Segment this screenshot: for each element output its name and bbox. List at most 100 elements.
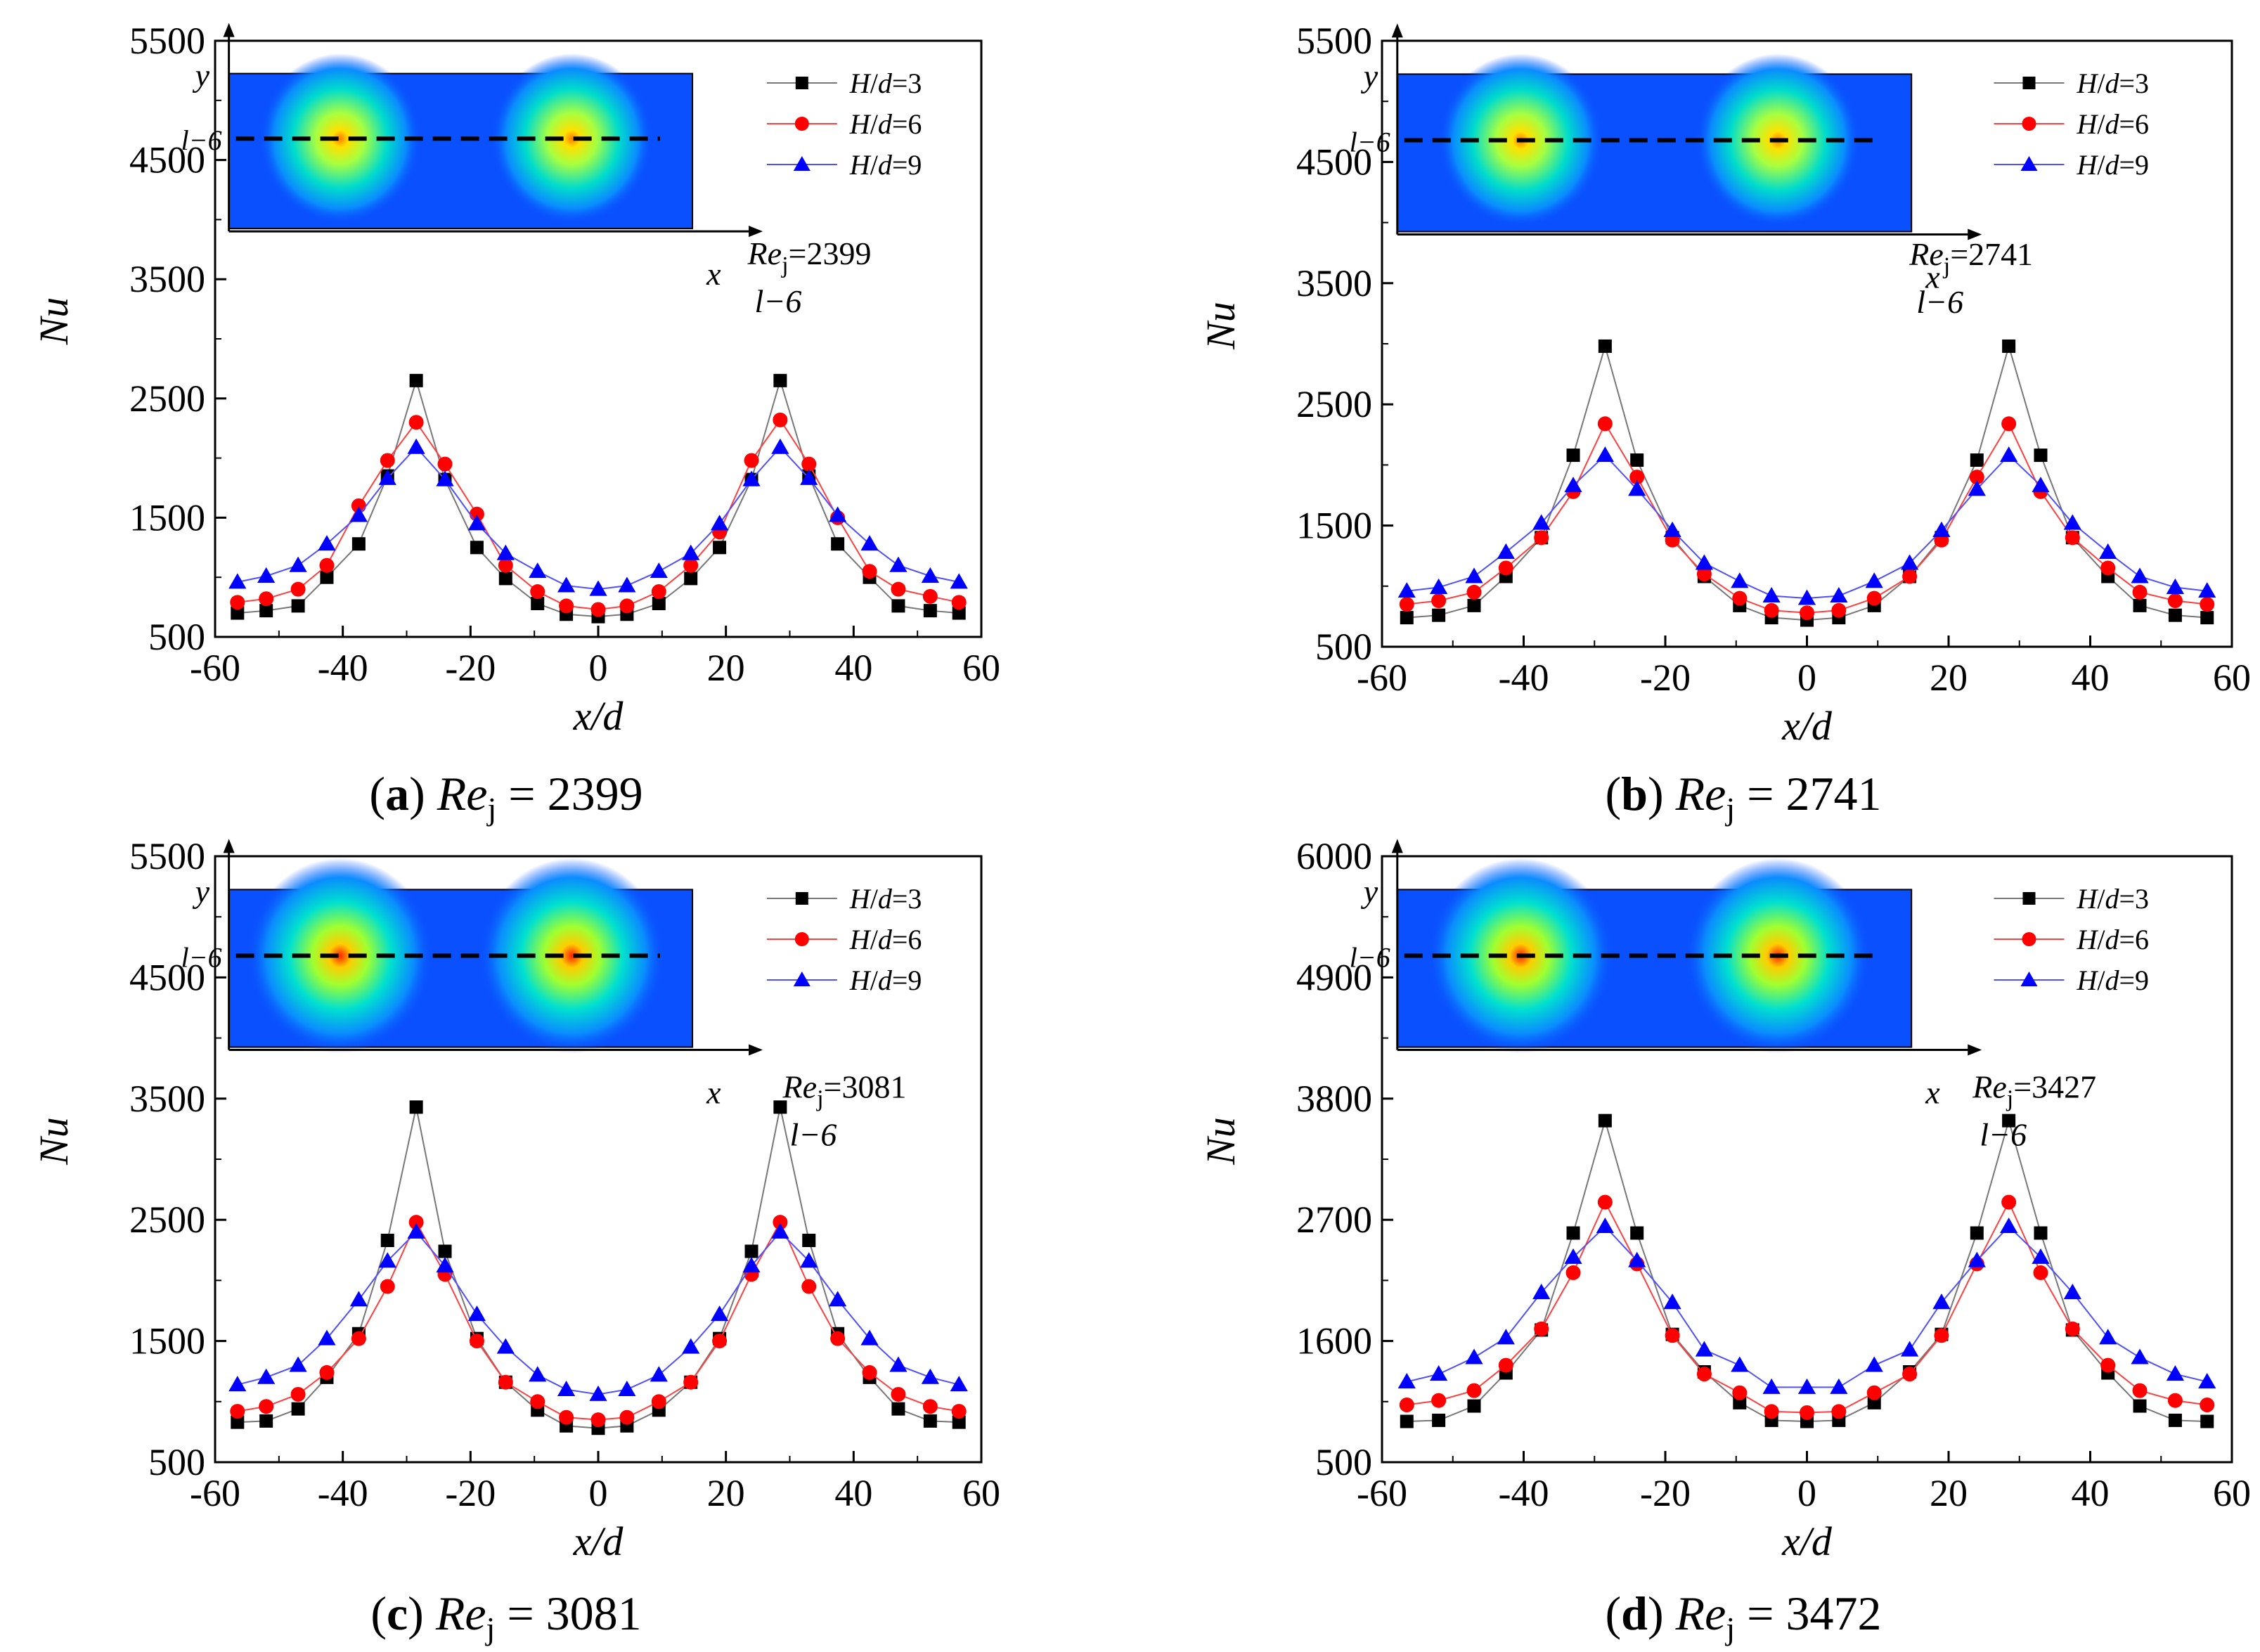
data-point-triangle [2032, 477, 2050, 493]
re-symbol: Re [1909, 236, 1944, 272]
x-tick-label: 60 [962, 1472, 1000, 1514]
inset-y-arrow [223, 22, 235, 37]
data-point-triangle [1663, 521, 1681, 537]
y-tick-label: 3800 [1296, 1078, 1372, 1120]
series-line [1407, 1118, 2207, 1423]
legend-square-marker [2022, 892, 2036, 905]
data-point-square [1598, 1114, 1612, 1128]
legend-value: =3 [2119, 883, 2149, 915]
data-point-triangle [829, 1291, 847, 1307]
data-point-triangle [1532, 514, 1551, 530]
legend-slash: / [870, 67, 879, 99]
caption-paren: ( [369, 767, 385, 820]
data-point-triangle [529, 1366, 547, 1382]
data-point-circle [712, 1334, 728, 1349]
x-tick-label: -60 [1357, 1472, 1407, 1514]
re-annotation: Rej=2399 [747, 235, 872, 278]
inset-x-arrow [1968, 1044, 1982, 1056]
data-point-triangle [1695, 1341, 1714, 1357]
data-point-triangle [1932, 1293, 1951, 1310]
legend-h: H [2076, 883, 2098, 915]
data-point-circle [951, 595, 967, 610]
data-point-square [231, 606, 245, 620]
data-point-triangle [1932, 521, 1951, 537]
y-tick-label: 2500 [129, 1199, 205, 1241]
data-point-circle [408, 415, 424, 430]
data-point-square [2168, 608, 2182, 622]
y-tick-label: 500 [1315, 1441, 1372, 1483]
data-point-circle [773, 1215, 788, 1230]
data-point-square [923, 1414, 937, 1428]
data-point-circle [498, 557, 513, 573]
data-point-square [1970, 453, 1984, 467]
data-point-triangle [2032, 1248, 2050, 1264]
re-annotation: Rej=2741 [1909, 236, 2033, 279]
legend-circle-marker [2022, 117, 2036, 131]
legend-d: d [878, 883, 893, 915]
caption-value: = 2399 [496, 767, 643, 820]
data-point-circle [230, 1404, 245, 1419]
data-point-triangle [829, 506, 847, 522]
data-point-square [1566, 1226, 1580, 1240]
x-tick-label: -20 [1640, 1472, 1691, 1514]
x-tick-label: -40 [318, 1472, 368, 1514]
legend-label: H/d=3 [849, 67, 922, 99]
data-point-circle [1696, 567, 1712, 582]
panel-caption: (b) Rej = 2741 [1606, 767, 1882, 827]
legend-value: =9 [892, 149, 922, 181]
legend-triangle-marker [793, 156, 811, 171]
y-axis-label: Nu [1198, 302, 1244, 350]
re-subscript: j [1943, 253, 1950, 279]
y-axis-label: Nu [1198, 1117, 1244, 1166]
data-point-circle [259, 591, 274, 607]
caption-re: Re [1675, 767, 1726, 820]
legend-d: d [878, 67, 893, 99]
data-point-triangle [650, 1366, 668, 1382]
data-point-triangle [1797, 589, 1816, 605]
y-tick-label: 2700 [1296, 1199, 1372, 1241]
data-point-square [259, 604, 273, 618]
data-point-square [1598, 339, 1612, 353]
data-point-square [498, 572, 512, 586]
data-point-circle [862, 564, 877, 579]
inset-x-label: x [1925, 1075, 1940, 1111]
legend-h: H [2076, 924, 2098, 955]
data-point-square [652, 597, 666, 611]
data-point-triangle [257, 1368, 276, 1384]
legend-value: =9 [2119, 964, 2149, 996]
x-tick-label: 0 [1797, 657, 1816, 699]
legend-value: =3 [892, 67, 922, 99]
x-tick-label: -60 [190, 647, 240, 689]
data-point-square [351, 537, 366, 551]
data-point-triangle [557, 576, 576, 593]
inset-x-label: x [1925, 259, 1940, 295]
data-point-triangle [228, 1376, 247, 1392]
data-point-triangle [1968, 1251, 1986, 1267]
data-point-triangle [1564, 1248, 1582, 1264]
data-point-circle [380, 453, 395, 468]
data-point-triangle [1663, 1293, 1681, 1310]
legend-square-marker [795, 892, 808, 905]
data-point-circle [1431, 593, 1447, 608]
inset-x-arrow [749, 1044, 763, 1056]
data-point-circle [619, 598, 635, 614]
jet-hotspot [259, 53, 422, 224]
legend-value: =9 [892, 964, 922, 996]
data-point-triangle [860, 1329, 879, 1346]
inset-y-label: y [1361, 58, 1378, 93]
line-annotation: l−6 [1916, 284, 1963, 320]
data-point-triangle [1497, 543, 1515, 559]
data-point-square [1566, 449, 1580, 463]
data-point-triangle [1830, 586, 1848, 603]
legend-slash: / [2097, 964, 2105, 996]
data-point-triangle [557, 1380, 576, 1397]
data-point-circle [1399, 1398, 1414, 1413]
re-symbol: Re [747, 235, 782, 271]
legend-value: =6 [892, 924, 922, 955]
legend-slash: / [870, 108, 879, 140]
data-point-circle [259, 1399, 274, 1414]
inset-y-label: y [1361, 873, 1378, 909]
data-point-triangle [1830, 1378, 1848, 1394]
caption-letter: b [1621, 767, 1648, 820]
data-point-square [259, 1414, 273, 1428]
